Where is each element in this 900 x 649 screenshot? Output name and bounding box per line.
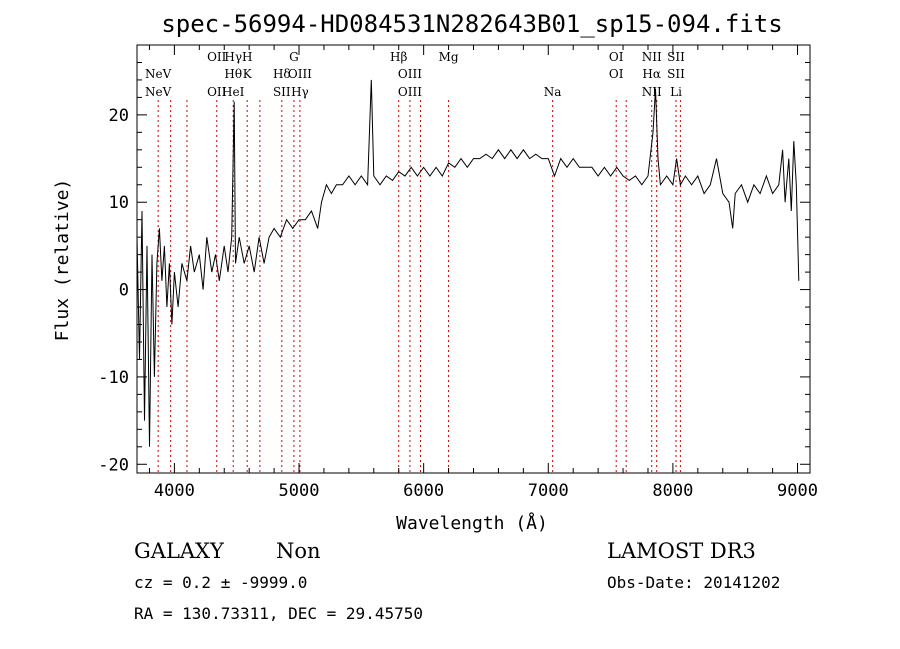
line-marker-label: Hα <box>642 67 661 81</box>
line-marker-label: K <box>243 67 253 81</box>
line-marker-label: SII <box>273 85 291 99</box>
y-axis-label: Flux (relative) <box>52 179 73 342</box>
axis-ticks: 4000 5000 6000 7000 8000 9000 -20 -10 0 10 20 <box>98 45 818 501</box>
line-marker-label: Li <box>670 85 682 99</box>
line-marker-label: NII <box>642 50 662 64</box>
line-marker-label: SII <box>667 50 685 64</box>
line-marker-label: Hθ <box>224 67 242 81</box>
y-tick-label: 0 <box>119 281 129 301</box>
line-marker-label: Hγ <box>291 85 309 99</box>
line-marker-label: NeV <box>145 85 172 99</box>
line-marker-label: OIII <box>288 67 312 81</box>
line-marker-label: NII <box>642 85 662 99</box>
line-marker-label: OIII <box>398 85 422 99</box>
line-marker-label: OII <box>207 85 227 99</box>
line-marker-label: HeI <box>222 85 245 99</box>
x-tick-label: 9000 <box>777 481 818 501</box>
y-tick-label: -20 <box>98 455 129 475</box>
line-marker-label: H <box>242 50 252 64</box>
line-marker-label: OIII <box>398 67 422 81</box>
line-marker-label: OI <box>609 50 624 64</box>
survey-name: LAMOST DR3 <box>607 539 756 563</box>
plot-frame <box>136 44 811 474</box>
x-tick-label: 4000 <box>154 481 195 501</box>
spectrum-line <box>136 79 800 447</box>
line-marker-label: NeV <box>145 67 172 81</box>
line-marker-label: Hγ <box>224 50 242 64</box>
y-tick-label: 20 <box>109 106 129 126</box>
line-marker-label: OI <box>609 67 624 81</box>
object-subclass: Non <box>276 539 321 563</box>
line-marker-label: SII <box>667 67 685 81</box>
coordinates-readout: RA = 130.73311, DEC = 29.45750 <box>134 604 423 623</box>
x-tick-label: 5000 <box>279 481 320 501</box>
y-tick-label: 10 <box>109 193 129 213</box>
observation-date: Obs-Date: 20141202 <box>607 573 780 592</box>
line-marker-label: Na <box>544 85 562 99</box>
x-tick-label: 6000 <box>403 481 444 501</box>
line-marker-label: G <box>289 50 299 64</box>
y-tick-label: -10 <box>98 368 129 388</box>
line-marker-label: Mg <box>439 50 459 64</box>
redshift-readout: cz = 0.2 ± -9999.0 <box>134 573 307 592</box>
chart-title: spec-56994-HD084531N282643B01_sp15-094.f… <box>161 10 782 38</box>
line-marker-label: Hβ <box>390 50 407 64</box>
x-axis-label: Wavelength (Å) <box>396 512 548 534</box>
x-tick-label: 8000 <box>652 481 693 501</box>
object-class: GALAXY <box>134 539 225 563</box>
line-marker-label: OII <box>207 50 227 64</box>
line-marker-label: Hδ <box>273 67 291 81</box>
x-tick-label: 7000 <box>528 481 569 501</box>
